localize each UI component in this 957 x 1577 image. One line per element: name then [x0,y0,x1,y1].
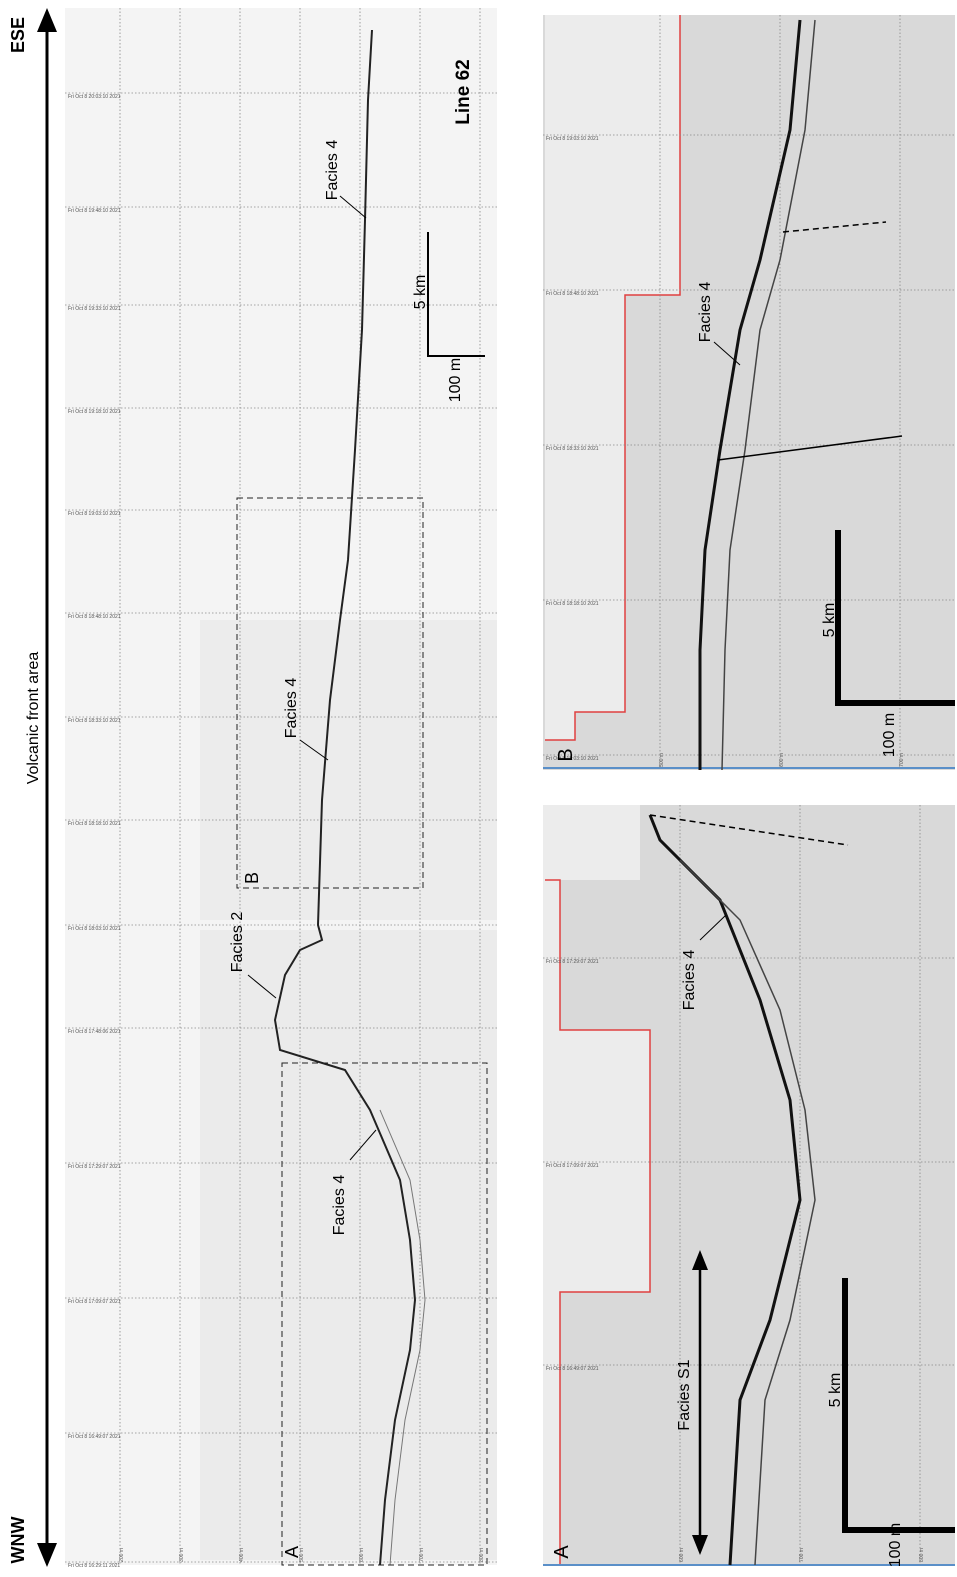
depth-label: 400 m [239,1548,245,1562]
depth-label: 300 m [179,1548,185,1562]
timestamp: Fri Oct 8 19:33:10 2021 [68,306,121,312]
timestamp: Fri Oct 8 16:49:07 2021 [68,1434,121,1440]
depth-label: 500 m [659,753,665,767]
timestamp: Fri Oct 8 17:48:06 2021 [68,1029,121,1035]
panel-shade [200,930,497,1560]
annotation: Facies 2 [229,912,246,973]
depth-label: 200 m [119,1548,125,1562]
figure: Fri Oct 8 20:03:10 2021 Fri Oct 8 19:48:1… [0,0,957,1572]
timestamp: Fri Oct 8 18:18:10 2021 [68,821,121,827]
scale-label: 5 km [821,603,838,638]
depth-label: 700 m [899,753,905,767]
direction-label: WNW [8,1517,28,1564]
timestamp: Fri Oct 8 18:33:10 2021 [546,446,599,452]
annotation: Facies 4 [324,140,341,201]
annotation: Facies 4 [681,950,698,1011]
timestamp: Fri Oct 8 20:03:10 2021 [68,94,121,100]
scale-label: 5 km [827,1373,844,1408]
box-label: B [242,872,262,884]
annotation: Facies 4 [283,678,300,739]
annotation: Facies 4 [697,282,714,343]
depth-label: 800 m [919,1548,925,1562]
timestamp: Fri Oct 8 17:29:07 2021 [68,1164,121,1170]
scale-label: 5 km [412,275,429,310]
timestamp: Fri Oct 8 17:09:07 2021 [546,1163,599,1169]
depth-label: 600 m [359,1548,365,1562]
timestamp: Fri Oct 8 19:03:10 2021 [546,136,599,142]
timestamp: Fri Oct 8 18:03:10 2021 [68,926,121,932]
box-label: A [282,1546,302,1558]
depth-label: 700 m [799,1548,805,1562]
direction-label: ESE [8,17,28,53]
scale-label: 100 m [881,713,898,757]
scale-label: 100 m [887,1523,904,1567]
panel-letter: B [555,748,577,761]
arrow-head [37,8,57,32]
timestamp: Fri Oct 8 16:49:07 2021 [546,1366,599,1372]
timestamp: Fri Oct 8 18:48:10 2021 [546,291,599,297]
timestamp: Fri Oct 8 16:29:11 2021 [68,1563,120,1569]
timestamp: Fri Oct 8 19:48:10 2021 [68,208,121,214]
timestamp: Fri Oct 8 17:09:07 2021 [68,1299,121,1305]
timestamp: Fri Oct 8 19:03:10 2021 [68,511,121,517]
timestamp: Fri Oct 8 18:48:10 2021 [68,614,121,620]
timestamp: Fri Oct 8 17:29:07 2021 [546,959,599,965]
depth-label: 600 m [679,1548,685,1562]
timestamp: Fri Oct 8 18:18:10 2021 [546,601,599,607]
depth-label: 700 m [419,1548,425,1562]
depth-label: 800 m [479,1548,485,1562]
line-label: Line 62 [453,59,474,124]
annotation: Facies 4 [331,1175,348,1236]
arrow-head [37,1543,57,1567]
panel-letter: A [551,1545,573,1559]
scale-label: 100 m [447,358,464,402]
annotation: Facies S1 [676,1359,693,1430]
depth-label: 600 m [779,753,785,767]
timestamp: Fri Oct 8 19:18:10 2021 [68,409,121,415]
timestamp: Fri Oct 8 18:33:10 2021 [68,718,121,724]
area-label: Volcanic front area [25,652,42,785]
